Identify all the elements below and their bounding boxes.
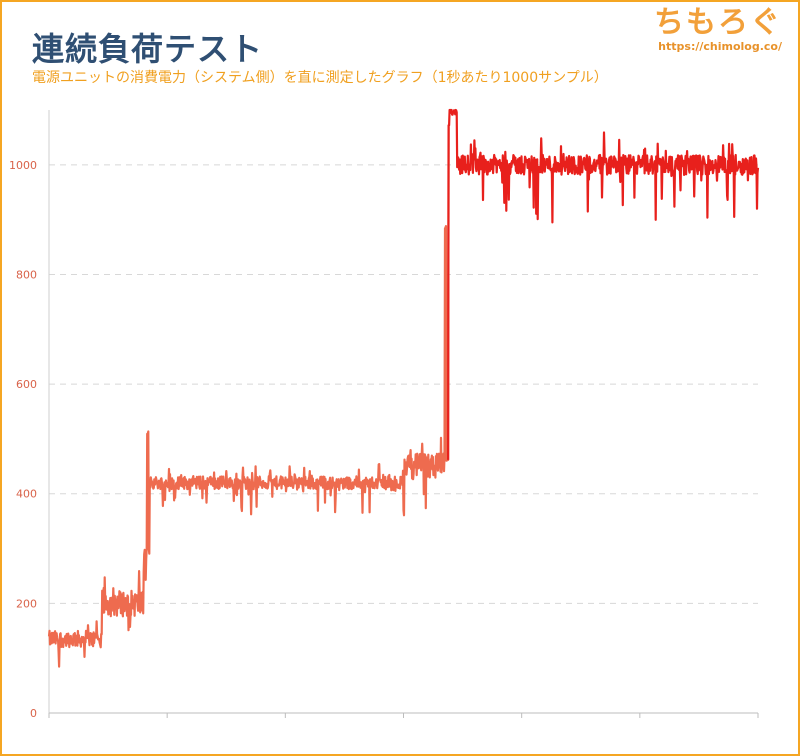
y-tick-label-0: 0: [30, 707, 37, 720]
series-line-low: [47, 125, 450, 668]
y-tick-label-600: 600: [16, 378, 37, 391]
series-line-high: [447, 108, 760, 460]
chart-subtitle: 電源ユニットの消費電力（システム側）を直に測定したグラフ（1秒あたり1000サン…: [32, 70, 608, 86]
logo-url: https://chimolog.co/: [658, 40, 782, 53]
tick-labels: 0 200 400 600 800 1000: [9, 159, 37, 720]
site-logo: ちもろぐ https://chimolog.co/: [654, 6, 782, 54]
y-tick-label-200: 200: [16, 597, 37, 610]
axes: [48, 110, 759, 718]
y-tick-label-1000: 1000: [9, 159, 37, 172]
logo-text: ちもろぐ: [654, 5, 782, 40]
y-tick-label-800: 800: [16, 268, 37, 281]
grid-lines: [49, 164, 758, 604]
chart-title: 連続負荷テスト: [32, 30, 264, 68]
series-layer: [47, 108, 760, 668]
y-tick-label-400: 400: [16, 488, 37, 501]
